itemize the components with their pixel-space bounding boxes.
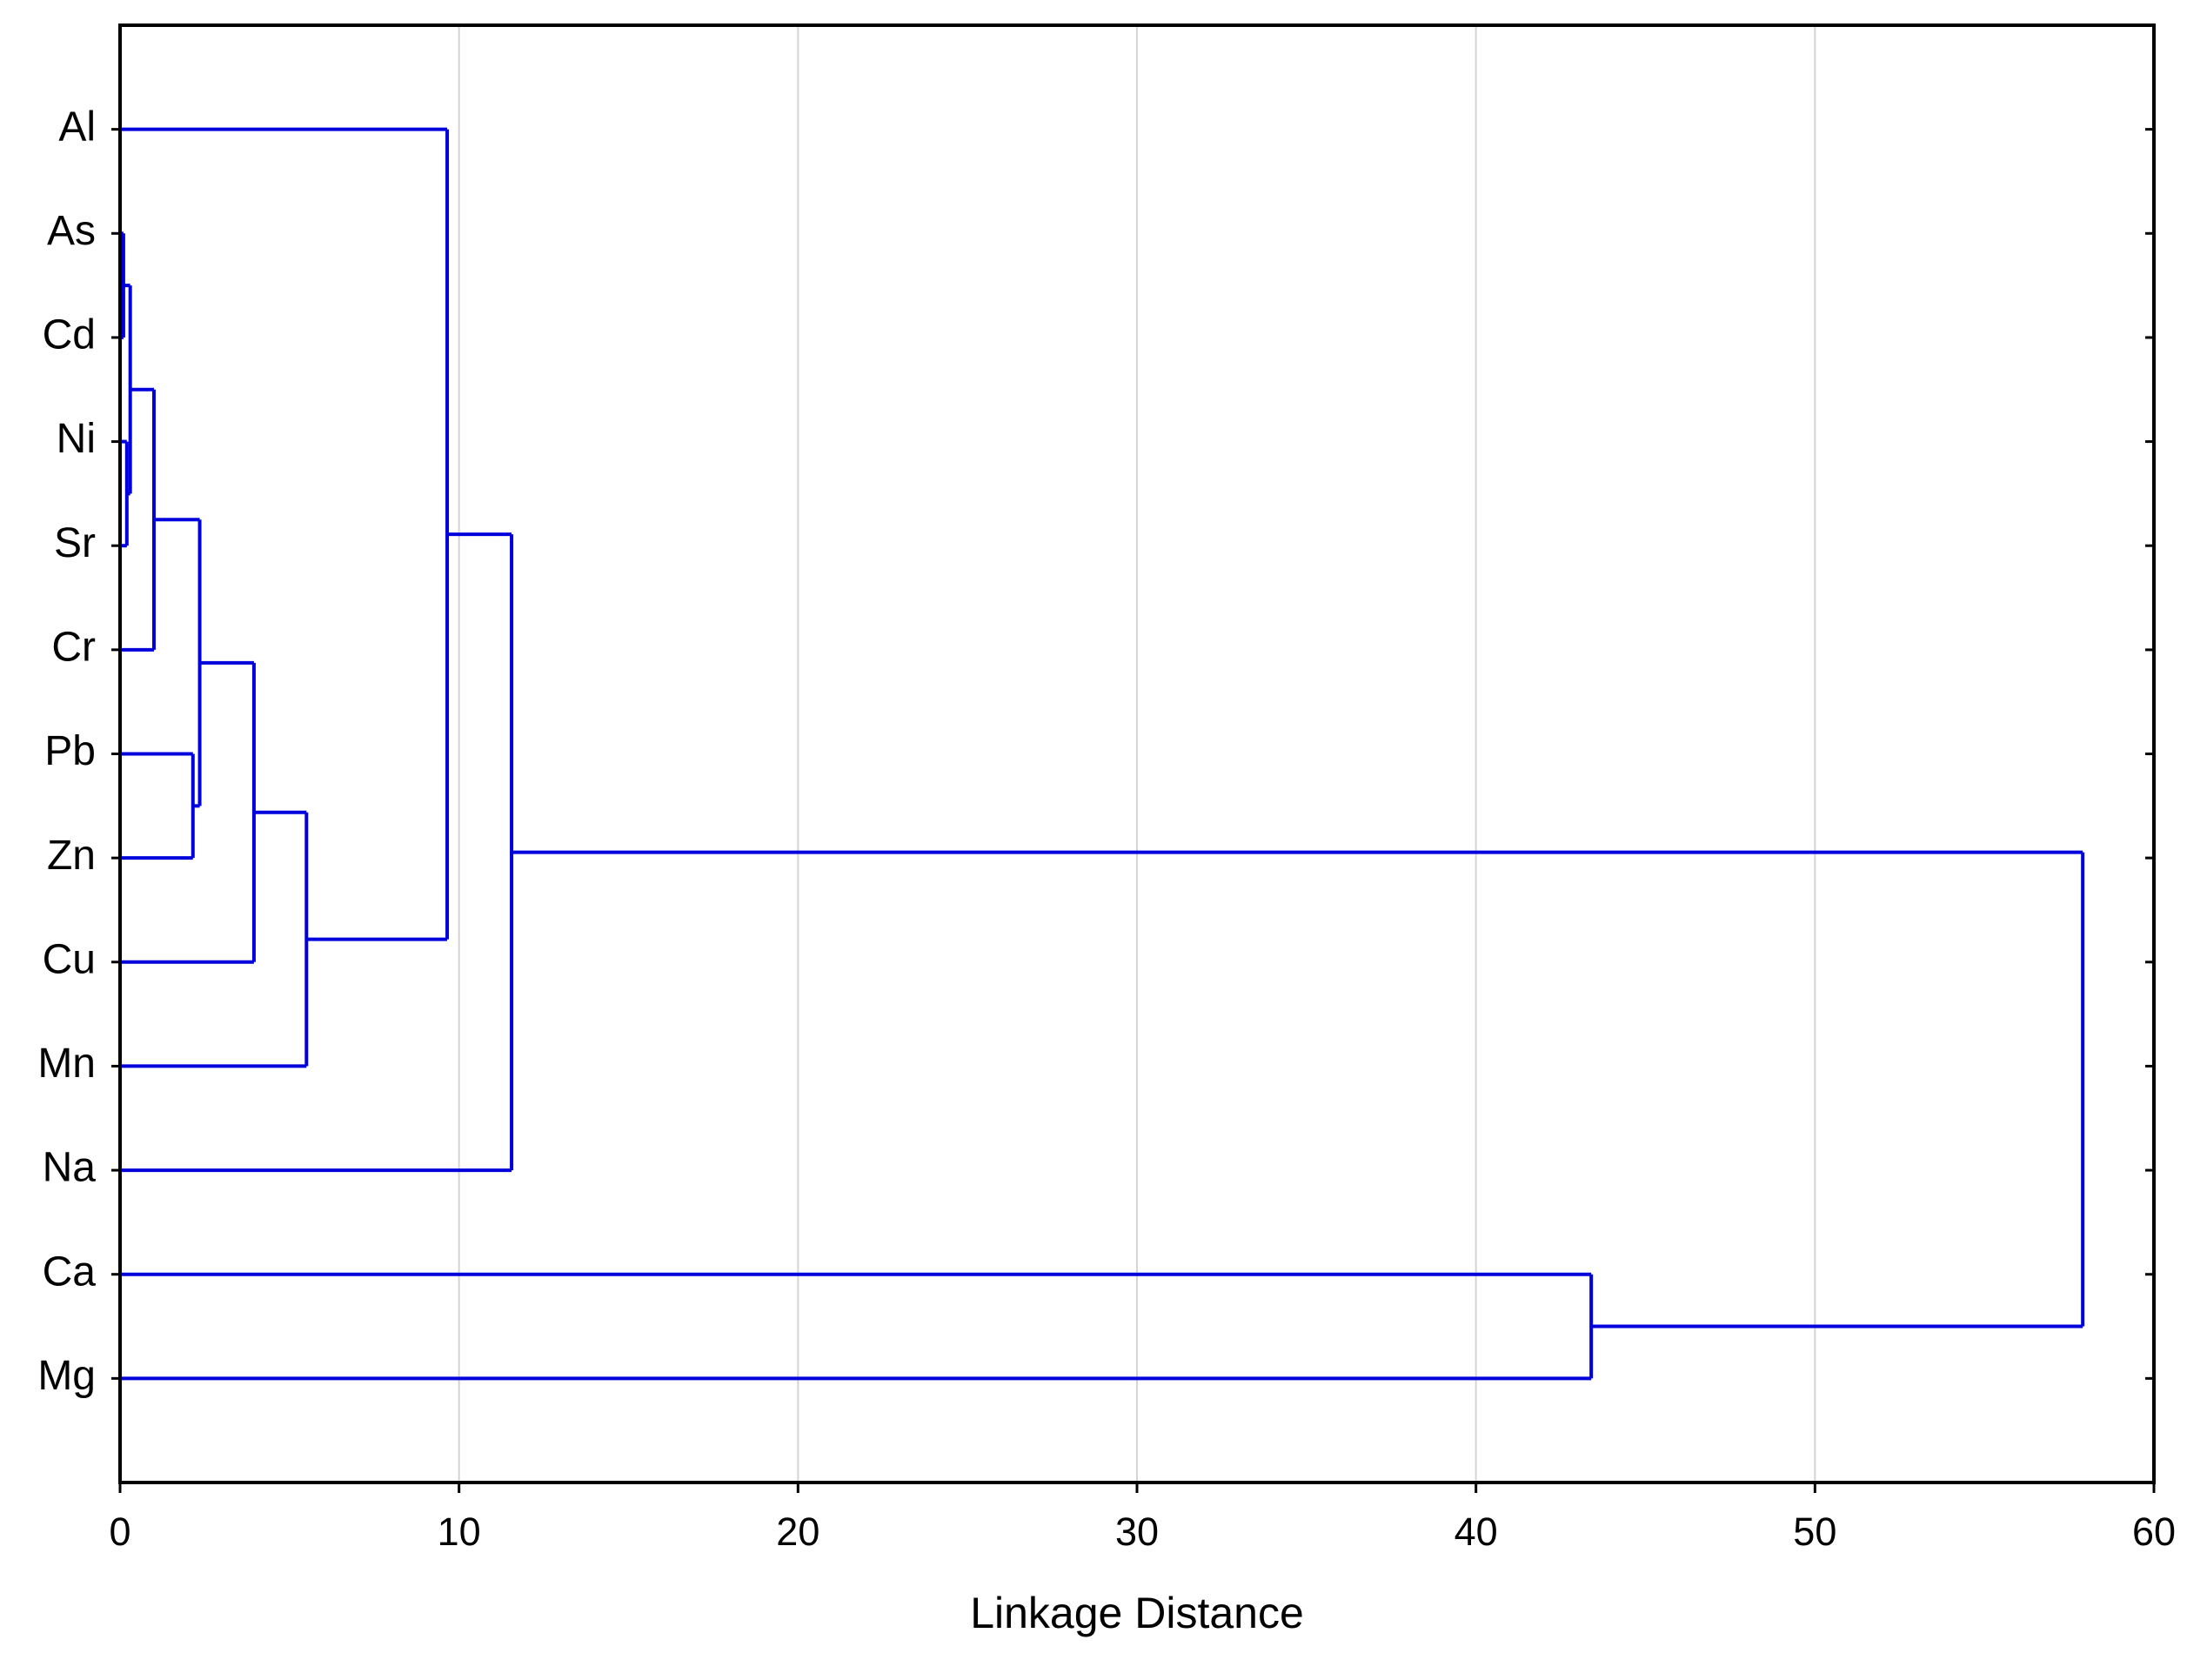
- y-tick-label: Na: [43, 1145, 97, 1191]
- y-tick-label: As: [47, 208, 96, 254]
- y-tick-label: Mg: [37, 1353, 96, 1399]
- y-tick-label: Al: [58, 104, 96, 150]
- y-tick-label: Ca: [43, 1248, 97, 1295]
- y-tick-label: Zn: [47, 833, 96, 879]
- x-axis-label: Linkage Distance: [970, 1589, 1304, 1637]
- plot-frame: [118, 23, 2156, 1484]
- y-tick-label: Ni: [57, 416, 96, 462]
- x-tick-label: 50: [1793, 1509, 1836, 1554]
- x-tick-label: 10: [438, 1509, 481, 1554]
- x-tick-label: 40: [1455, 1509, 1498, 1554]
- y-tick-label: Pb: [44, 728, 96, 774]
- y-tick-label: Cu: [43, 936, 96, 982]
- y-tick-label: Sr: [54, 520, 96, 566]
- y-tick-label: Cd: [43, 312, 96, 358]
- y-tick-label: Cr: [51, 625, 96, 671]
- x-tick-label: 20: [776, 1509, 819, 1554]
- x-tick-label: 30: [1115, 1509, 1159, 1554]
- x-tick-label: 0: [109, 1509, 130, 1554]
- y-tick-label: Mn: [37, 1041, 96, 1087]
- x-tick-label: 60: [2132, 1509, 2176, 1554]
